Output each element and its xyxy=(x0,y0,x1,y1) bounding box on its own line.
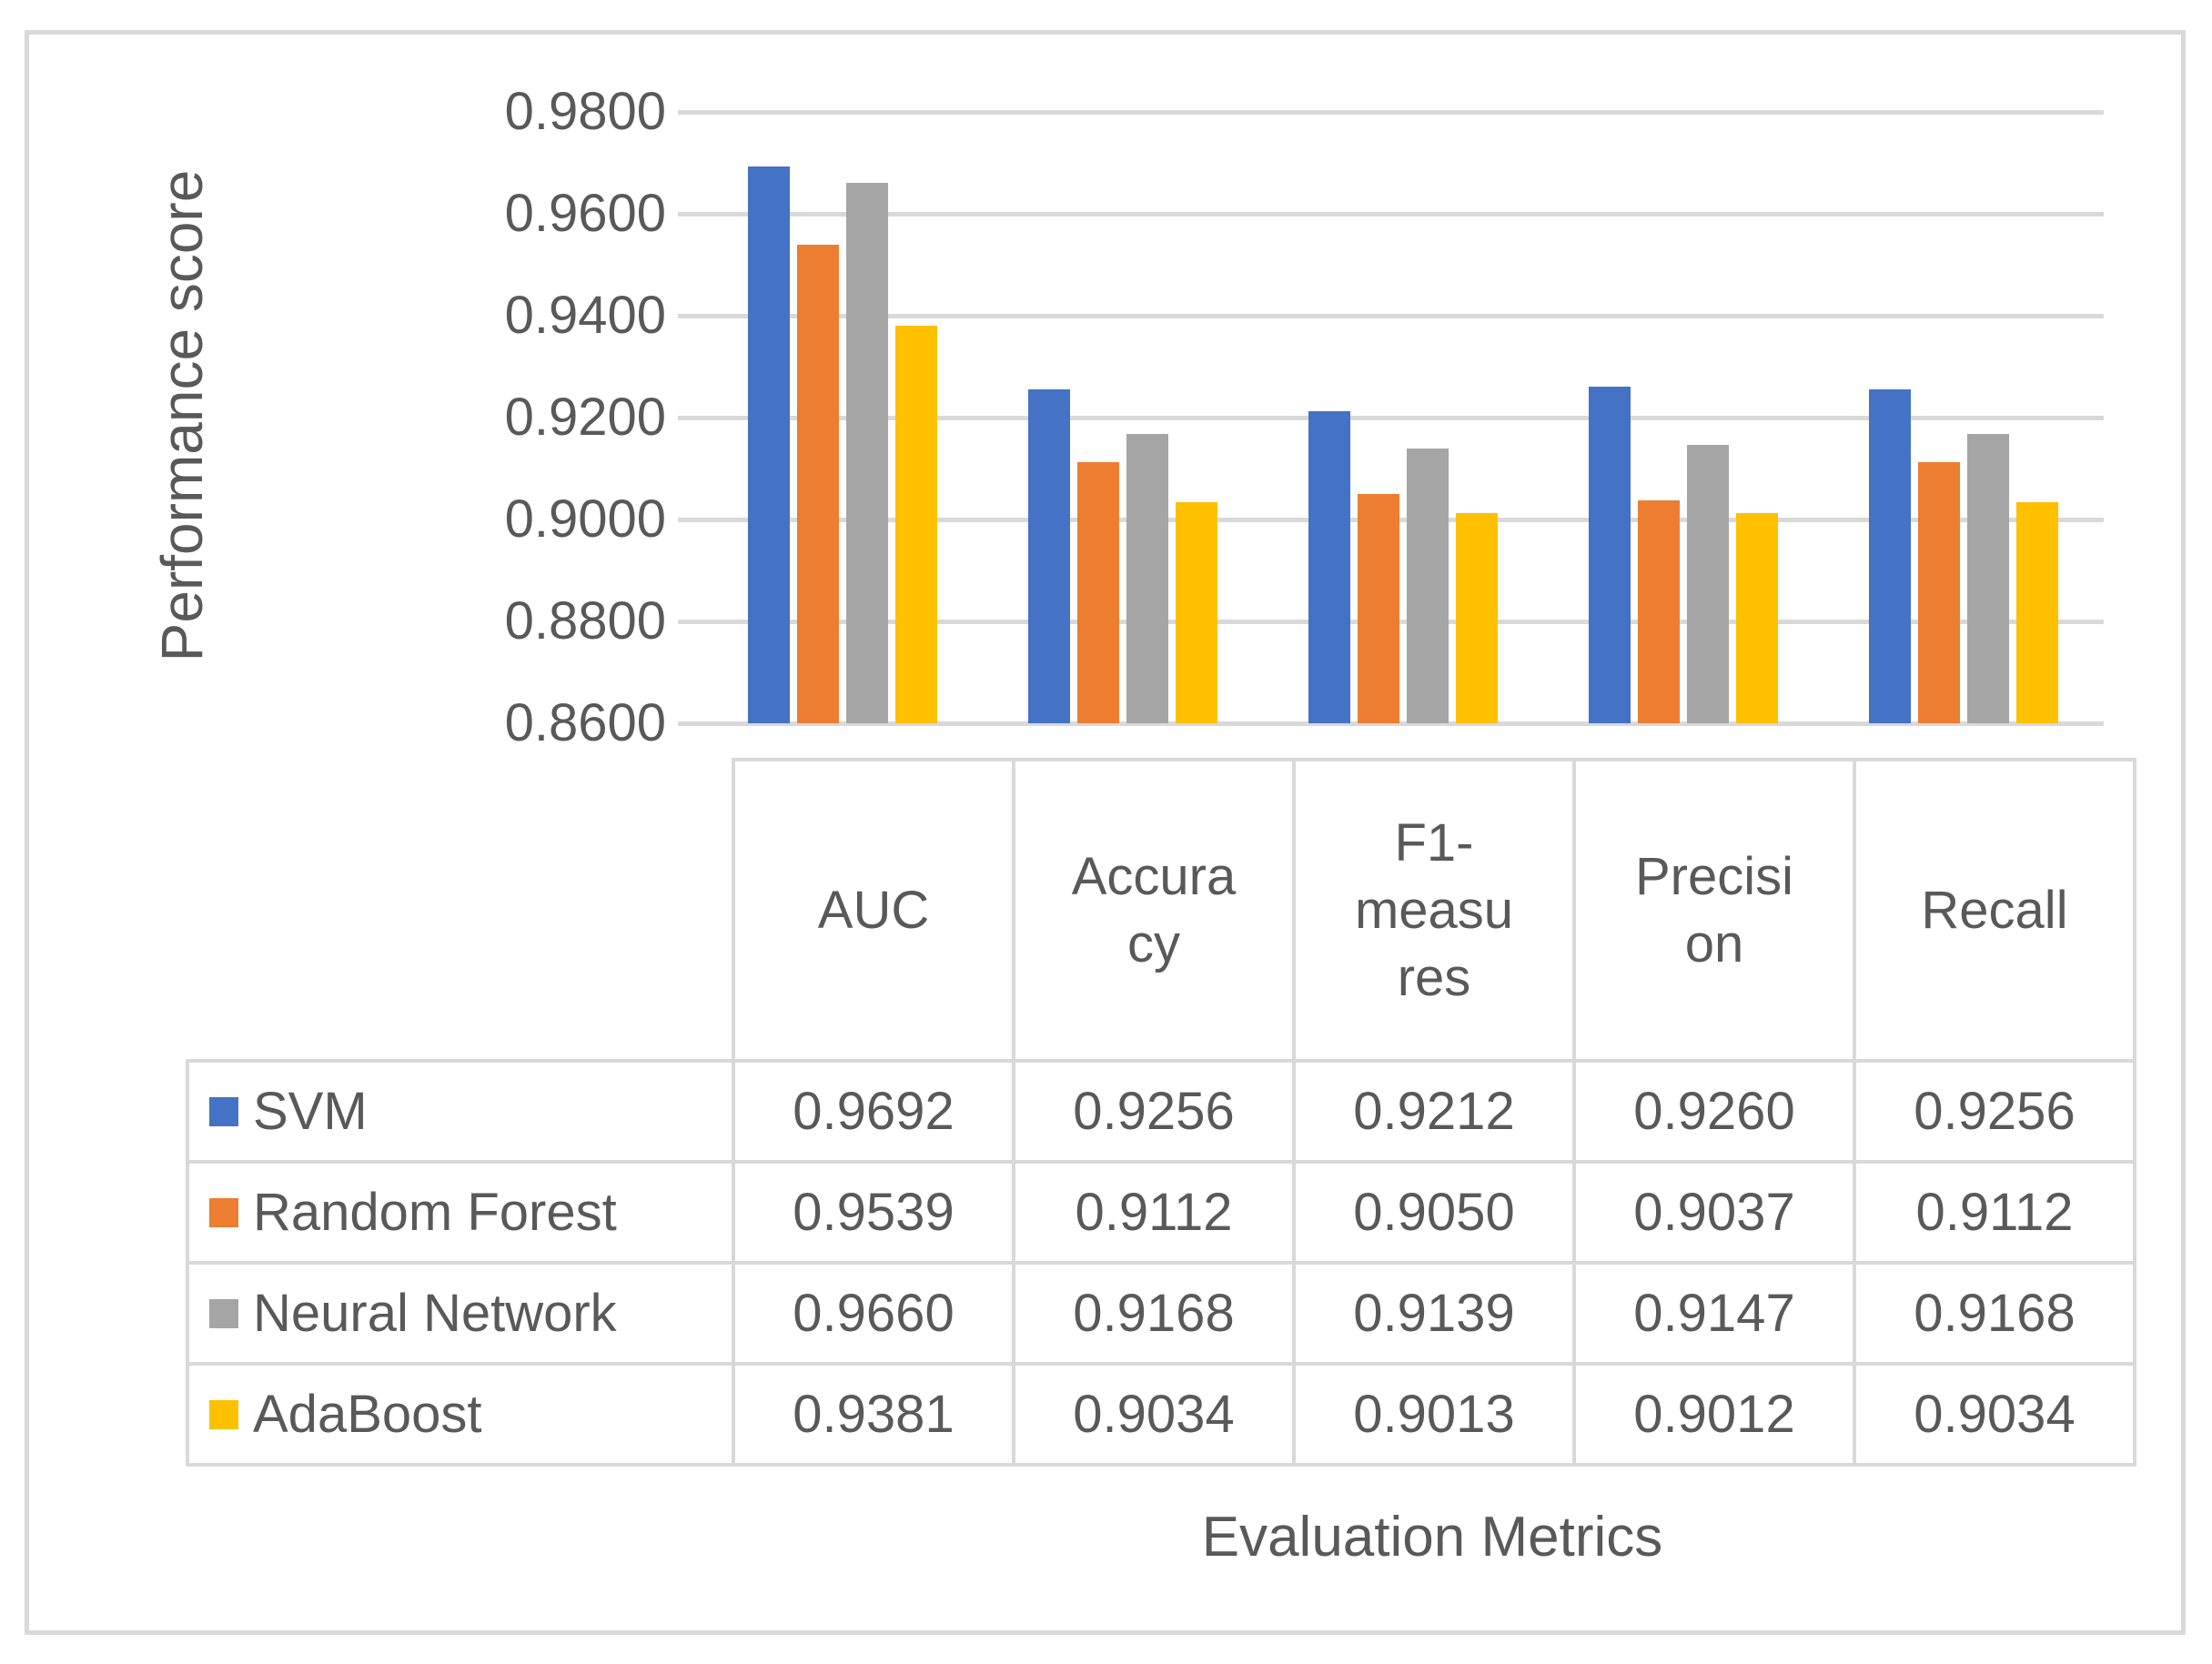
legend-entry: SVM xyxy=(189,1081,732,1142)
legend-swatch-icon xyxy=(209,1399,238,1429)
value-neural-network-recall: 0.9168 xyxy=(1853,1261,2136,1366)
table-corner-cell xyxy=(187,760,733,1061)
bar-neural-network-recall xyxy=(1967,434,2009,723)
value-adaboost-auc: 0.9381 xyxy=(732,1362,1015,1467)
series-name: AdaBoost xyxy=(253,1385,482,1444)
series-name: Neural Network xyxy=(253,1284,617,1343)
series-label-cell: SVM xyxy=(186,1059,735,1164)
legend-entry: Random Forest xyxy=(189,1182,732,1243)
column-header-line: AUC xyxy=(817,880,930,940)
column-header-line: Recall xyxy=(1921,880,2068,940)
bar-random-forest-precision xyxy=(1638,500,1680,723)
bar-random-forest-recall xyxy=(1918,462,1960,723)
bar-random-forest-auc xyxy=(797,245,839,723)
column-header-line: measu xyxy=(1354,880,1514,940)
legend-entry: Neural Network xyxy=(189,1283,732,1344)
value-random-forest-precision: 0.9037 xyxy=(1572,1160,1856,1265)
legend-swatch-icon xyxy=(209,1197,238,1227)
column-header-recall: Recall xyxy=(1853,758,2136,1063)
y-tick-label: 0.8800 xyxy=(504,591,666,650)
legend-entry: AdaBoost xyxy=(189,1384,732,1445)
column-header-line: cy xyxy=(1127,913,1180,973)
column-header-line: on xyxy=(1684,913,1744,973)
value-random-forest-f1-measures: 0.9050 xyxy=(1292,1160,1576,1265)
bar-svm-auc xyxy=(748,166,790,723)
value-random-forest-auc: 0.9539 xyxy=(732,1160,1015,1265)
table-row-svm: SVM 0.9692 0.9256 0.9212 0.9260 0.9256 xyxy=(186,1059,2136,1164)
column-header-line: Precisi xyxy=(1634,846,1794,906)
series-label-cell: AdaBoost xyxy=(186,1362,735,1467)
value-adaboost-precision: 0.9012 xyxy=(1572,1362,1856,1467)
column-header-line: Accura xyxy=(1071,846,1237,906)
chart-outer-frame: 0.8600 0.8800 0.9000 0.9200 0.9400 0.9600 0.98… xyxy=(25,30,2186,1635)
bar-adaboost-recall xyxy=(2016,502,2058,723)
column-header-precision: Precisi on xyxy=(1572,758,1856,1063)
value-svm-auc: 0.9692 xyxy=(732,1059,1015,1164)
value-svm-precision: 0.9260 xyxy=(1572,1059,1856,1164)
column-header-line: res xyxy=(1397,947,1471,1007)
legend-swatch-icon xyxy=(209,1096,238,1126)
value-neural-network-precision: 0.9147 xyxy=(1572,1261,1856,1366)
bar-adaboost-precision xyxy=(1736,513,1778,723)
y-tick-label: 0.9400 xyxy=(504,286,666,345)
y-tick-label: 0.9600 xyxy=(504,184,666,243)
value-neural-network-f1-measures: 0.9139 xyxy=(1292,1261,1576,1366)
column-header-f1-measures: F1- measu res xyxy=(1292,758,1576,1063)
y-tick-label: 0.8600 xyxy=(504,693,666,752)
value-random-forest-recall: 0.9112 xyxy=(1853,1160,2136,1265)
table-row-random-forest: Random Forest 0.9539 0.9112 0.9050 0.9037 0.9… xyxy=(186,1160,2136,1265)
bar-adaboost-auc xyxy=(895,326,937,723)
legend-swatch-icon xyxy=(209,1298,238,1328)
bar-neural-network-f1-measures xyxy=(1407,449,1449,723)
value-neural-network-accuracy: 0.9168 xyxy=(1012,1261,1296,1366)
chart-data-table: AUC Accura cy F1- measu res Precisi on Recall SVM… xyxy=(186,758,2136,1467)
bar-adaboost-accuracy xyxy=(1176,502,1217,723)
bar-svm-recall xyxy=(1869,389,1911,723)
y-tick-label: 0.9800 xyxy=(504,82,666,141)
value-svm-f1-measures: 0.9212 xyxy=(1292,1059,1576,1164)
bar-svm-f1-measures xyxy=(1308,411,1350,723)
table-row-adaboost: AdaBoost 0.9381 0.9034 0.9013 0.9012 0.9034 xyxy=(186,1362,2136,1467)
column-header-line: F1- xyxy=(1394,812,1474,872)
bar-neural-network-precision xyxy=(1687,445,1729,723)
y-gridline xyxy=(678,314,2104,318)
table-row-neural-network: Neural Network 0.9660 0.9168 0.9139 0.9147 0.… xyxy=(186,1261,2136,1366)
value-adaboost-accuracy: 0.9034 xyxy=(1012,1362,1296,1467)
value-neural-network-auc: 0.9660 xyxy=(732,1261,1015,1366)
y-gridline xyxy=(678,416,2104,420)
x-axis-title: Evaluation Metrics xyxy=(1201,1506,1663,1568)
series-label-cell: Random Forest xyxy=(186,1160,735,1265)
bar-svm-precision xyxy=(1589,387,1631,723)
y-gridline xyxy=(678,110,2104,115)
series-name: Random Forest xyxy=(253,1183,617,1242)
y-gridline xyxy=(678,721,2104,726)
column-header-auc: AUC xyxy=(732,758,1015,1063)
y-tick-label: 0.9000 xyxy=(504,489,666,549)
y-axis-title: Performance score xyxy=(149,169,215,662)
value-svm-accuracy: 0.9256 xyxy=(1012,1059,1296,1164)
y-gridline xyxy=(678,212,2104,217)
series-label-cell: Neural Network xyxy=(186,1261,735,1366)
value-adaboost-recall: 0.9034 xyxy=(1853,1362,2136,1467)
value-svm-recall: 0.9256 xyxy=(1853,1059,2136,1164)
column-header-accuracy: Accura cy xyxy=(1012,758,1296,1063)
bar-adaboost-f1-measures xyxy=(1456,513,1498,723)
value-adaboost-f1-measures: 0.9013 xyxy=(1292,1362,1576,1467)
bar-random-forest-f1-measures xyxy=(1358,494,1399,723)
y-tick-label: 0.9200 xyxy=(504,388,666,447)
series-name: SVM xyxy=(253,1082,368,1141)
bar-svm-accuracy xyxy=(1028,389,1070,723)
bar-neural-network-accuracy xyxy=(1126,434,1168,723)
table-header-row: AUC Accura cy F1- measu res Precisi on Recall xyxy=(187,758,2136,1063)
bar-neural-network-auc xyxy=(846,183,888,723)
bar-random-forest-accuracy xyxy=(1077,462,1119,723)
value-random-forest-accuracy: 0.9112 xyxy=(1012,1160,1296,1265)
